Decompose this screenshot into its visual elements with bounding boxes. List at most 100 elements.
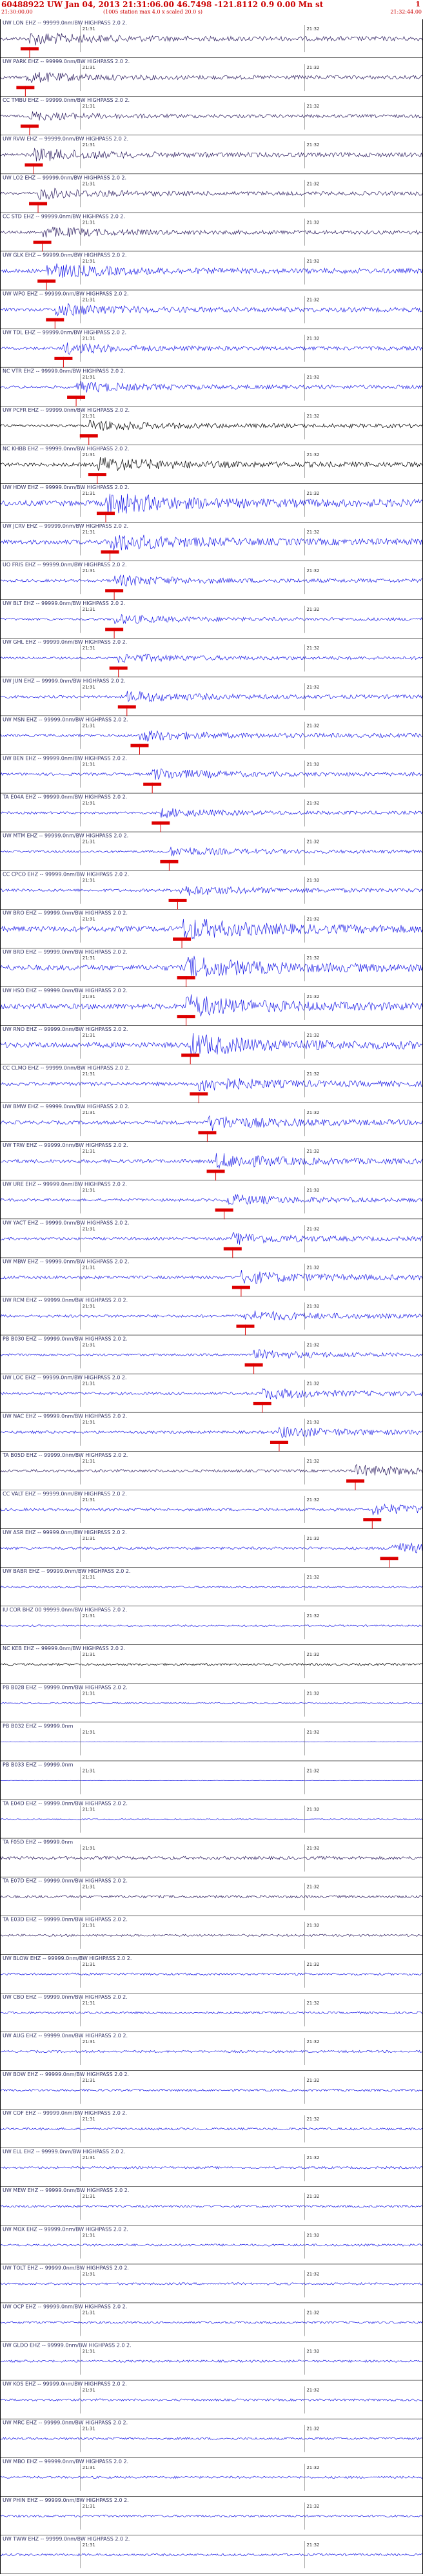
trace-row: UW YACT EHZ -- 99999.0nm/BW HIGHPASS 2.0…	[0, 1220, 423, 1258]
time-label: 21:32	[306, 1652, 319, 1657]
time-label: 21:31	[83, 181, 95, 186]
trace-row: CC CLMO EHZ -- 99999.0nm/BW HIGHPASS 2.0…	[0, 1065, 423, 1104]
time-label: 21:31	[83, 452, 95, 457]
time-label: 21:31	[83, 1807, 95, 1812]
time-label: 21:32	[306, 1691, 319, 1696]
trace-row: UW BABR EHZ -- 99999.0nm/BW HIGHPASS 2.0…	[0, 1568, 423, 1606]
station-label: TA E04A EHZ -- 99999.0nm/BW HIGHPASS 2.0…	[2, 794, 127, 800]
station-label: TA E04D EHZ -- 99999.0nm/BW HIGHPASS 2.0…	[2, 1800, 128, 1806]
waveform	[0, 1388, 423, 1399]
station-label: UW TRW EHZ -- 99999.0nm/BW HIGHPASS 2.0 …	[3, 1142, 128, 1148]
time-label: 21:31	[83, 607, 95, 612]
time-label: 21:31	[83, 568, 95, 573]
waveform	[0, 1503, 423, 1515]
station-label: TA F05D EHZ -- 99999.0nm	[2, 1840, 73, 1845]
trace-row: CC STD EHZ -- 99999.0nm/BW HIGHPASS 2.0 …	[0, 213, 423, 252]
waveform	[0, 1856, 423, 1861]
waveform	[0, 1972, 423, 1976]
waveform	[0, 730, 423, 742]
trace-row: UW BOW EHZ -- 99999.0nm/BW HIGHPASS 2.0 …	[0, 2071, 423, 2110]
time-label: 21:31	[83, 220, 95, 225]
station-label: UW MTM EHZ -- 99999.0nm/BW HIGHPASS 2.0 …	[3, 833, 128, 839]
station-label: UW KOS EHZ -- 99999.0nm/BW HIGHPASS 2.0 …	[3, 2381, 127, 2387]
waveform	[0, 2321, 423, 2324]
station-label: CC CPCO EHZ -- 99999.0nm/BW HIGHPASS 2.0…	[3, 872, 129, 878]
station-label: UW JUN EHZ -- 99999.0nm/BW HIGHPASS 2.0 …	[3, 678, 126, 684]
waveform	[0, 1115, 423, 1131]
time-label: 21:31	[83, 2039, 95, 2044]
time-label: 21:31	[83, 530, 95, 535]
time-label: 21:32	[306, 181, 319, 186]
time-label: 21:31	[83, 414, 95, 419]
time-label: 21:32	[306, 2427, 319, 2432]
station-label: UW LOC EHZ -- 99999.0nm/BW HIGHPASS 2.0 …	[3, 1375, 127, 1381]
trace-row: UW LON EHZ -- 99999.0nm/BW HIGHPASS 2.0 …	[0, 20, 423, 59]
trace-row: NC KEB EHZ -- 99999.0nm/BW HIGHPASS 2.0 …	[0, 1646, 423, 1684]
time-label: 21:31	[83, 1420, 95, 1425]
time-label: 21:31	[83, 1110, 95, 1115]
station-label: UW MBW EHZ -- 99999.0nm/BW HIGHPASS 2.0 …	[3, 1258, 130, 1264]
time-label: 21:32	[306, 684, 319, 689]
trace-row: UW MTM EHZ -- 99999.0nm/BW HIGHPASS 2.0 …	[0, 833, 423, 871]
time-label: 21:31	[83, 1575, 95, 1580]
trace-row: CC VALT EHZ -- 99999.0nm/BW HIGHPASS 2.0…	[0, 1491, 423, 1529]
trace-row: UW CBO EHZ -- 99999.0nm/BW HIGHPASS 2.0 …	[0, 1994, 423, 2032]
station-label: UW BRO EHZ -- 99999.0nm/BW HIGHPASS 2.0 …	[3, 910, 128, 916]
time-label: 21:32	[306, 220, 319, 225]
waveform	[0, 2088, 423, 2092]
time-label: 21:32	[306, 2078, 319, 2083]
trace-row: UW BRD EHZ -- 99999.0nm/BW HIGHPASS 2.0 …	[0, 949, 423, 987]
trace-row: TA E04D EHZ -- 99999.0nm/BW HIGHPASS 2.0…	[0, 1800, 423, 1839]
waveform	[0, 574, 423, 587]
waveform	[0, 2282, 423, 2285]
waveform	[0, 381, 423, 393]
time-label: 21:31	[83, 104, 95, 109]
waveform	[0, 2011, 423, 2015]
trace-row: UW MBO EHZ -- 99999.0nm/BW HIGHPASS 2.0 …	[0, 2459, 423, 2497]
time-label: 21:31	[83, 1459, 95, 1464]
station-label: UW LO2 EHZ -- 99999.0nm/BW HIGHPASS 2.0 …	[3, 175, 126, 180]
station-label: UW GLK EHZ -- 99999.0nm/BW HIGHPASS 2.0 …	[3, 252, 126, 258]
time-label: 21:31	[83, 2194, 95, 2199]
time-label: 21:32	[306, 1226, 319, 1231]
waveform	[0, 2166, 423, 2169]
time-label: 21:31	[83, 2310, 95, 2315]
time-label: 21:31	[83, 1923, 95, 1928]
trace-row: PB B030 EHZ -- 99999.0nm/BW HIGHPASS 2.0…	[0, 1336, 423, 1374]
trace-row: TA F05D EHZ -- 99999.0nm 21:31 21:32	[0, 1840, 423, 1878]
trace-row: UW BLT EHZ -- 99999.0nm/BW HIGHPASS 2.0 …	[0, 601, 423, 639]
time-label: 21:31	[83, 1381, 95, 1387]
station-label: UW URE EHZ -- 99999.0nm/BW HIGHPASS 2.0 …	[3, 1181, 127, 1187]
waveform	[0, 2204, 423, 2208]
station-label: UW BEN EHZ -- 99999.0nm/BW HIGHPASS 2.0 …	[3, 755, 127, 761]
station-label: UW WPO EHZ -- 99999.0nm/BW HIGHPASS 2.0 …	[3, 291, 129, 297]
trace-row: UW PHIN EHZ -- 99999.0nm/BW HIGHPASS 2.0…	[0, 2497, 423, 2535]
time-label: 21:31	[83, 1536, 95, 1541]
time-label: 21:31	[83, 1343, 95, 1348]
waveform	[0, 1033, 423, 1057]
time-label: 21:32	[306, 568, 319, 573]
time-label: 21:31	[83, 1691, 95, 1696]
time-label: 21:31	[83, 1497, 95, 1503]
station-label: UW MEW EHZ -- 99999.0nm/BW HIGHPASS 2.0 …	[3, 2187, 129, 2193]
waveform	[0, 1543, 423, 1553]
time-label: 21:31	[83, 2504, 95, 2509]
time-label: 21:32	[306, 1885, 319, 1890]
waveform	[0, 1311, 423, 1321]
waveform	[0, 342, 423, 355]
station-label: UW HDW EHZ -- 99999.0nm/BW HIGHPASS 2.0 …	[3, 485, 130, 490]
waveform	[0, 263, 423, 278]
trace-row: PB B028 EHZ -- 99999.0nm/BW HIGHPASS 2.0…	[0, 1684, 423, 1723]
time-label: 21:32	[306, 1729, 319, 1735]
waveform	[0, 2243, 423, 2247]
trace-row: UW MOX EHZ -- 99999.0nm/BW HIGHPASS 2.0 …	[0, 2226, 423, 2265]
time-label: 21:31	[83, 801, 95, 806]
time-label: 21:32	[306, 2155, 319, 2160]
time-label: 21:32	[306, 1110, 319, 1115]
trace-row: UW PARK EHZ -- 99999.0nm/BW HIGHPASS 2.0…	[0, 59, 423, 97]
waveform	[0, 956, 423, 977]
time-label: 21:31	[83, 2001, 95, 2006]
station-label: NC VTR EHZ -- 99999.0nm/BW HIGHPASS 2.0 …	[3, 369, 125, 374]
waveform	[0, 1934, 423, 1937]
trace-row: UW RVW EHZ -- 99999.0nm/BW HIGHPASS 2.0 …	[0, 136, 423, 175]
